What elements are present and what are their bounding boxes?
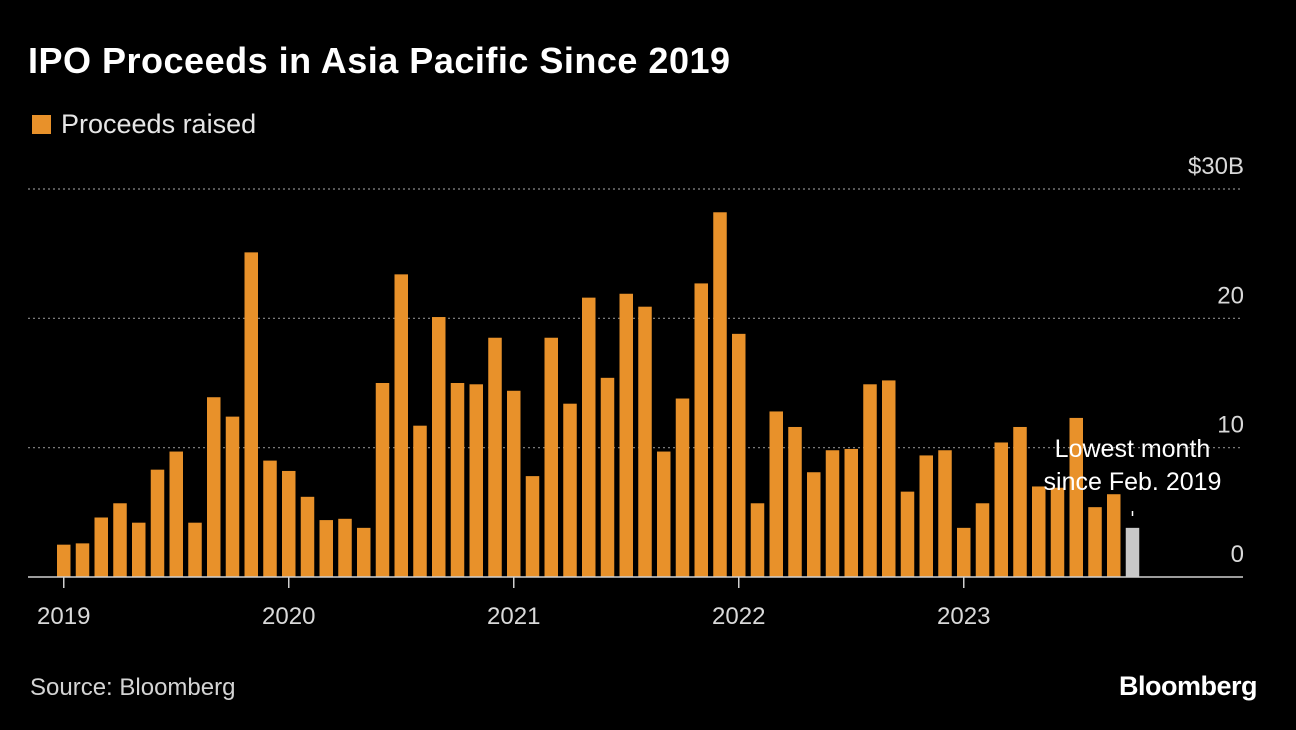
bar [507,390,521,577]
bar [807,472,821,577]
bar [207,397,221,577]
bar [150,469,165,577]
bar [1088,507,1102,577]
bar [563,403,577,577]
bar [525,476,540,577]
x-tick-label: 2021 [487,603,540,630]
y-tick-label: $30B [1188,153,1244,180]
bar [469,384,483,577]
bar [1069,417,1083,577]
y-tick-label: 20 [1217,282,1244,309]
brand-logo: Bloomberg [1118,671,1258,701]
bar [319,520,333,577]
bar [919,455,933,577]
bar [582,297,596,577]
bar [432,317,446,577]
bar [1013,426,1027,577]
x-axis-labels: 2019 2020 2021 2022 2023 [37,603,990,630]
bar [769,411,783,577]
bar [788,426,802,577]
y-tick-label: 0 [1231,541,1244,568]
bar [225,416,240,577]
bar [750,503,765,577]
bar [375,383,390,577]
bar [600,377,615,577]
bar [244,252,258,577]
bar [1050,487,1065,577]
bar [338,518,352,577]
bar [844,448,858,577]
bar [882,380,896,577]
y-tick-label: 10 [1217,412,1244,439]
bar [619,293,633,577]
bar [694,283,708,577]
chart-title: IPO Proceeds in Asia Pacific Since 2019 [28,40,731,81]
legend-label: Proceeds raised [61,109,257,139]
bar [1032,486,1046,577]
bar [357,527,371,577]
bar-highlight [1125,527,1140,577]
bar [544,337,558,577]
bar [300,496,315,577]
annotation-text: Lowest month [1055,435,1211,463]
bar [394,274,408,577]
x-tick-label: 2020 [262,603,315,630]
bar [938,450,952,577]
bar [282,470,296,577]
legend: Proceeds raised [32,109,256,140]
annotation-text: since Feb. 2019 [1044,468,1222,496]
bar [450,383,465,577]
bars [57,212,1140,577]
bar [638,306,652,577]
bar [413,425,427,577]
x-tick-label: 2019 [37,603,90,630]
bar [132,522,146,577]
bar [188,522,202,577]
bar [900,491,915,577]
bar [488,337,502,577]
source-note: Source: Bloomberg [30,674,236,701]
bar [94,517,108,577]
bar [1107,494,1121,577]
bar [994,442,1008,577]
x-tick-label: 2023 [937,603,990,630]
y-axis-labels: 0 10 20 $30B [1188,153,1244,568]
legend-swatch [32,115,51,134]
bar [57,544,71,577]
bar [732,333,746,577]
bar [957,527,971,577]
bar [263,460,277,577]
annotation: Lowest month since Feb. 2019 [1044,435,1222,516]
bar [825,450,840,577]
bar [713,212,727,577]
x-axis [28,576,1243,588]
bar [975,503,990,577]
bar [169,451,183,577]
bar [675,398,690,577]
bar [75,543,90,577]
bar [657,451,671,577]
x-tick-label: 2022 [712,603,765,630]
bar [863,384,877,577]
bar [113,503,127,577]
